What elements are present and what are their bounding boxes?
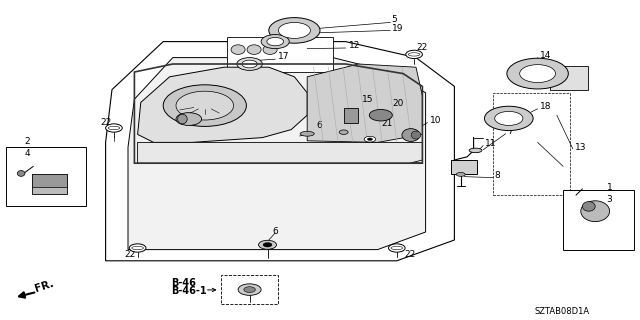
Circle shape [269,18,320,43]
Circle shape [263,243,272,247]
Circle shape [520,65,556,83]
Bar [550,66,588,90]
Circle shape [507,58,568,89]
Text: 11: 11 [485,139,497,148]
Text: 1: 1 [607,183,612,192]
Circle shape [242,60,257,68]
Text: 21: 21 [381,119,393,128]
Text: 5: 5 [392,15,397,24]
Text: SZTAB08D1A: SZTAB08D1A [534,307,589,316]
Text: 17: 17 [278,52,290,61]
Bar [32,174,67,194]
Text: 13: 13 [575,143,586,152]
Bar [451,160,477,174]
Text: 14: 14 [540,51,551,60]
Text: 4: 4 [24,149,30,158]
Text: 22: 22 [125,250,136,259]
Polygon shape [307,64,422,142]
Bar [6,147,86,206]
Text: 19: 19 [392,24,403,33]
Circle shape [129,244,146,252]
Text: 18: 18 [540,102,551,111]
Text: 3: 3 [607,195,612,204]
Ellipse shape [263,45,277,54]
Text: 6: 6 [317,121,323,130]
Ellipse shape [469,148,482,153]
Circle shape [267,37,284,46]
Circle shape [484,106,533,131]
Text: 2: 2 [24,137,30,146]
Circle shape [259,240,276,249]
Circle shape [237,58,262,70]
Text: 6: 6 [272,228,278,236]
Text: 10: 10 [430,116,442,125]
Circle shape [244,287,255,292]
Ellipse shape [412,131,421,139]
Text: 12: 12 [349,41,360,50]
Ellipse shape [17,171,25,176]
Circle shape [238,284,261,295]
Text: FR.: FR. [33,278,55,294]
Ellipse shape [177,114,187,124]
Circle shape [261,35,289,49]
Polygon shape [106,42,454,261]
Ellipse shape [402,129,420,141]
Circle shape [176,91,234,120]
Bar [344,108,358,123]
Polygon shape [128,58,426,250]
Text: 7: 7 [508,127,513,136]
Ellipse shape [176,113,202,125]
Bar [493,93,570,195]
Circle shape [163,85,246,126]
Text: 9: 9 [232,104,238,113]
Text: 22: 22 [416,43,428,52]
Circle shape [106,124,122,132]
Circle shape [367,138,372,140]
Ellipse shape [582,202,595,211]
Text: 16: 16 [348,112,359,121]
Circle shape [369,109,392,121]
Text: 8: 8 [495,172,500,180]
Bar [221,275,278,304]
Circle shape [339,130,348,134]
Ellipse shape [581,201,610,221]
Text: 15: 15 [362,95,373,104]
Ellipse shape [247,45,261,54]
Text: B-46: B-46 [171,278,196,288]
Ellipse shape [300,131,314,136]
Bar [563,190,634,250]
Circle shape [406,50,422,59]
Circle shape [388,244,405,252]
Text: 20: 20 [392,99,404,108]
Text: B-46-1: B-46-1 [171,286,207,296]
Bar [227,37,333,72]
Polygon shape [138,142,422,163]
Circle shape [278,22,310,38]
Circle shape [495,111,523,125]
Text: 22: 22 [404,250,416,259]
Circle shape [364,136,376,142]
Ellipse shape [456,172,465,176]
Bar [32,174,67,187]
Text: 22: 22 [100,118,112,127]
Ellipse shape [231,45,245,54]
Polygon shape [138,67,307,142]
